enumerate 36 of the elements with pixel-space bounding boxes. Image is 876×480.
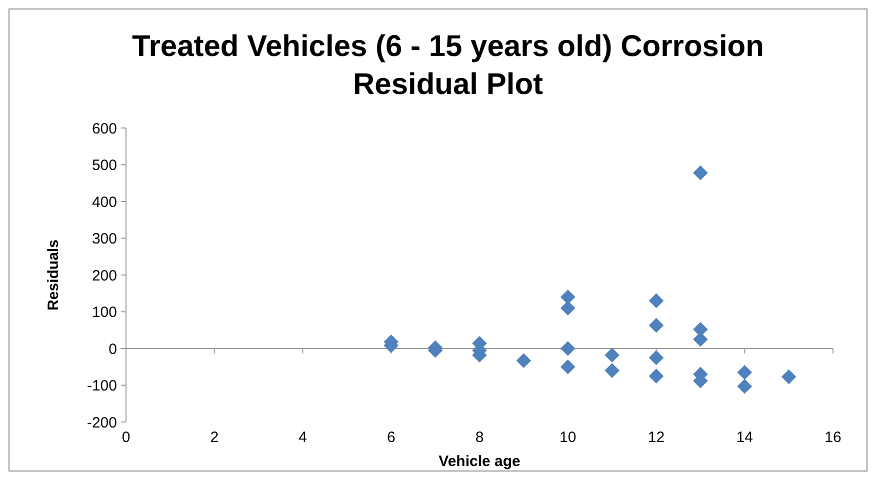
x-tick-label: 2 <box>210 429 219 446</box>
point <box>560 300 576 316</box>
point <box>648 350 664 366</box>
x-tick-label: 8 <box>475 429 484 446</box>
point <box>781 369 796 384</box>
point <box>648 293 664 308</box>
y-tick-label: 0 <box>108 340 117 358</box>
x-tick-label: 4 <box>298 429 307 446</box>
point <box>560 290 576 304</box>
point <box>693 165 708 180</box>
x-axis-title: Vehicle age <box>438 453 520 470</box>
point <box>560 359 576 374</box>
y-tick-label: 600 <box>92 120 117 138</box>
chart-title: Treated Vehicles (6 - 15 years old) Corrosion Residual Plot <box>132 30 764 101</box>
x-tick-label: 0 <box>122 429 130 446</box>
y-tick-label: 400 <box>92 194 117 211</box>
point <box>737 364 752 380</box>
x-tick-label: 14 <box>736 429 753 446</box>
point <box>560 341 576 356</box>
y-axis-title: Residuals <box>45 240 62 310</box>
x-tick-label: 12 <box>648 429 665 446</box>
y-tick-label: -200 <box>86 414 117 432</box>
y-tick-label: 500 <box>92 157 117 174</box>
x-tick-label: 10 <box>560 429 576 446</box>
point <box>516 353 532 368</box>
y-tick-label: 200 <box>92 267 117 284</box>
y-tick-label: 300 <box>92 230 117 248</box>
point <box>604 348 620 363</box>
x-tick-label: 6 <box>386 429 396 446</box>
point <box>604 363 620 378</box>
y-tick-label: -100 <box>86 378 117 394</box>
point <box>737 378 752 394</box>
y-tick-label: 100 <box>92 304 117 321</box>
point <box>648 318 664 333</box>
x-tick-label: 16 <box>824 429 842 446</box>
point <box>648 368 664 384</box>
